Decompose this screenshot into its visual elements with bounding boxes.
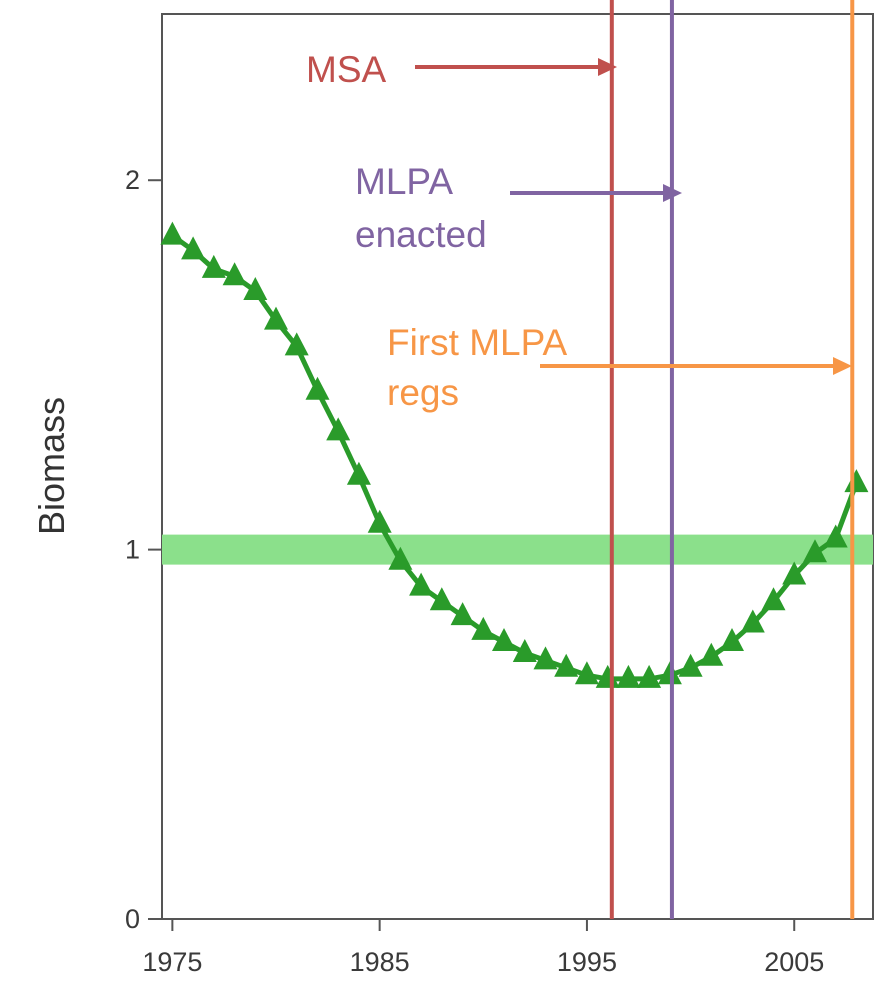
annotation-mlpa-arrowhead	[663, 184, 682, 202]
annotation-regs-line-1: First MLPA	[387, 322, 568, 363]
data-point-1977	[201, 254, 226, 278]
annotation-msa-arrowhead	[598, 58, 617, 76]
data-point-1985	[367, 509, 392, 533]
data-point-2004	[761, 587, 786, 611]
annotation-mlpa-line-2: enacted	[355, 214, 487, 255]
y-tick-label: 0	[125, 904, 140, 934]
data-point-1989	[450, 602, 475, 626]
data-point-1993	[533, 646, 558, 670]
annotation-mlpa-enacted: MLPA enacted	[355, 161, 682, 255]
x-tick-label: 1985	[350, 947, 410, 977]
x-tick-label: 1995	[557, 947, 617, 977]
data-point-2000	[678, 653, 703, 677]
data-point-1980	[264, 306, 288, 330]
y-tick-label: 1	[125, 535, 140, 565]
reference-band	[162, 534, 873, 565]
y-axis-label: Biomass	[31, 397, 72, 535]
data-point-1986	[388, 546, 413, 570]
annotation-first-mlpa-regs: First MLPA regs	[387, 322, 852, 413]
data-point-1984	[346, 461, 371, 485]
annotation-mlpa-line-1: MLPA	[355, 161, 453, 202]
annotation-msa: MSA	[306, 49, 617, 90]
data-point-1992	[512, 639, 537, 662]
data-point-1998	[637, 664, 662, 688]
data-point-1982	[305, 376, 330, 400]
data-point-1981	[284, 332, 309, 356]
series-line	[170, 233, 859, 682]
x-tick-label: 2005	[764, 947, 824, 977]
data-point-2007	[823, 524, 848, 548]
data-point-1978	[222, 262, 247, 286]
data-point-1988	[429, 587, 454, 611]
event-lines	[609, 0, 855, 919]
annotation-regs-arrowhead	[833, 357, 852, 375]
series-layer	[160, 221, 869, 688]
data-point-1999	[657, 661, 682, 685]
data-point-1991	[492, 628, 516, 651]
x-axis-ticks: 1975 1985 1995 2005	[142, 919, 824, 977]
data-point-2006	[803, 539, 827, 563]
annotation-msa-line-1: MSA	[306, 49, 387, 90]
plot-frame	[161, 13, 874, 920]
data-point-2002	[720, 628, 744, 651]
data-point-1976	[181, 236, 206, 260]
data-point-1990	[471, 616, 496, 640]
data-point-2008	[844, 469, 869, 493]
data-point-2005	[782, 561, 807, 585]
y-tick-label: 2	[125, 165, 140, 195]
y-axis-ticks: 0 1 2	[125, 165, 162, 934]
data-point-2003	[740, 609, 765, 633]
data-point-1987	[409, 572, 434, 596]
data-point-1994	[554, 653, 579, 677]
data-point-1979	[243, 277, 268, 300]
data-point-1997	[616, 664, 641, 688]
data-point-1975	[160, 221, 185, 245]
x-tick-label: 1975	[142, 947, 202, 977]
data-point-1995	[574, 661, 599, 685]
annotation-regs-line-2: regs	[387, 372, 459, 413]
data-point-2001	[699, 642, 724, 666]
data-point-1983	[326, 417, 351, 441]
